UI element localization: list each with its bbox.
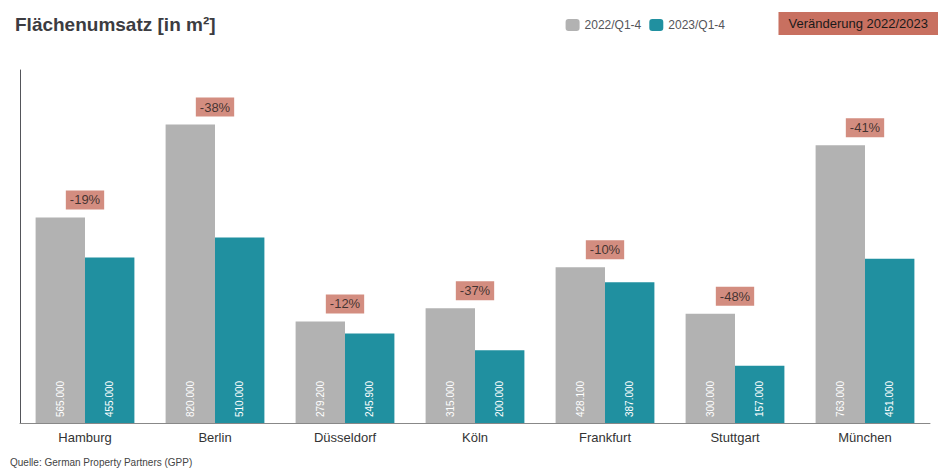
svg-text:428.100: 428.100 [575,380,586,417]
svg-text:510.000: 510.000 [234,380,245,417]
svg-text:200.000: 200.000 [494,380,505,417]
svg-text:455.000: 455.000 [104,380,115,417]
svg-text:-48%: -48% [720,289,751,304]
svg-text:279.200: 279.200 [315,380,326,417]
svg-text:451.000: 451.000 [884,380,895,417]
svg-text:-10%: -10% [590,242,621,257]
svg-text:2022/Q1-4: 2022/Q1-4 [585,18,642,32]
svg-text:2023/Q1-4: 2023/Q1-4 [668,18,725,32]
svg-text:Düsseldorf: Düsseldorf [314,430,377,445]
svg-text:Hamburg: Hamburg [58,430,111,445]
svg-text:Frankfurt: Frankfurt [579,430,631,445]
svg-text:Stuttgart: Stuttgart [710,430,760,445]
svg-text:-37%: -37% [460,283,491,298]
svg-text:245.900: 245.900 [364,380,375,417]
svg-text:Veränderung 2022/2023: Veränderung 2022/2023 [788,16,928,31]
svg-text:157.000: 157.000 [754,380,765,417]
svg-text:Berlin: Berlin [198,430,231,445]
svg-text:-41%: -41% [850,120,881,135]
svg-text:315.000: 315.000 [445,380,456,417]
svg-text:763.000: 763.000 [835,380,846,417]
svg-text:Quelle: German Property Partne: Quelle: German Property Partners (GPP) [10,457,192,468]
svg-text:Köln: Köln [462,430,488,445]
svg-text:-12%: -12% [330,296,361,311]
svg-text:Flächenumsatz [in m²]: Flächenumsatz [in m²] [15,14,216,35]
svg-text:565.000: 565.000 [55,380,66,417]
svg-text:-19%: -19% [70,192,101,207]
svg-text:300.000: 300.000 [705,380,716,417]
svg-text:387.000: 387.000 [624,380,635,417]
svg-text:München: München [838,430,891,445]
svg-text:820.000: 820.000 [185,380,196,417]
svg-text:-38%: -38% [200,100,231,115]
